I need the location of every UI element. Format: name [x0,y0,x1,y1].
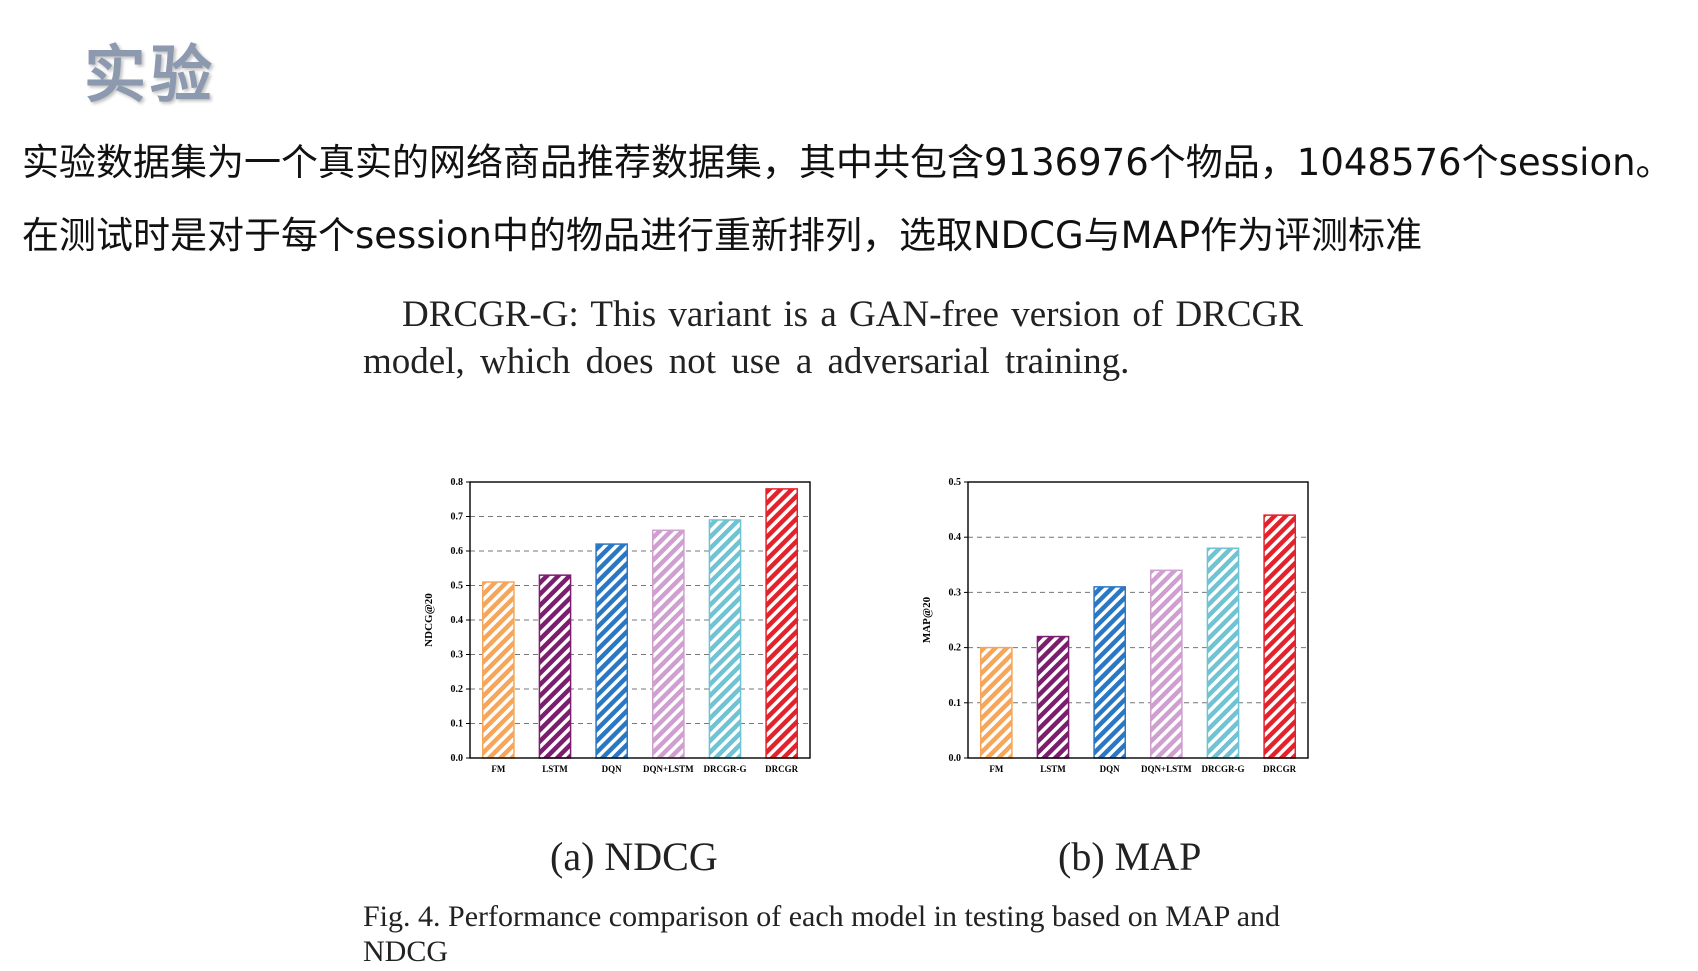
x-tick-label: DRCGR-G [704,764,747,774]
x-tick-label: FM [989,764,1003,774]
y-tick-label: 0.1 [949,698,962,709]
bar-drcgr-g [1206,547,1240,759]
y-tick-label: 0.5 [451,581,464,592]
x-tick-label: FM [491,764,505,774]
y-tick-label: 0.5 [949,477,962,488]
bar-fm [482,581,515,759]
y-axis-label: NDCG@20 [423,593,435,647]
y-tick-label: 0.2 [451,684,464,695]
y-tick-label: 0.1 [451,719,464,730]
plot-frame [967,481,1309,759]
subcaption-b: (b) MAP [1058,834,1202,879]
ndcg-bar-chart: 0.0 0.1 0.2 0.3 0.4 0.5 0.6 0.7 0.8 FM LSTM DQN DQN+… [423,477,811,774]
figure-caption-line-2: NDCG [363,935,449,968]
bar-lstm [1036,635,1070,759]
figure-caption-line-1: Fig. 4. Performance comparison of each m… [363,900,1281,933]
y-tick-label: 0.3 [451,650,464,661]
slide-title: 实验 [84,38,217,111]
bar-fm [980,646,1013,759]
x-tick-label: DRCGR-G [1202,764,1245,774]
paper-quote-line-2: model, which does not use a adversarial … [363,341,1130,382]
bar-dqn [1093,586,1126,759]
x-tick-label: DQN [602,764,623,774]
y-tick-label: 0.0 [451,753,464,764]
y-tick-label: 0.4 [949,532,962,543]
x-tick-label: DRCGR [765,764,798,774]
subcaption-a: (a) NDCG [550,834,718,879]
bar-dqn-lstm [1150,569,1183,759]
plot-frame [469,481,811,759]
y-tick-label: 0.4 [451,615,464,626]
bar-dqn-lstm [652,529,685,759]
x-tick-label: DRCGR [1263,764,1296,774]
y-tick-label: 0.2 [949,643,962,654]
paper-quote-line-1: DRCGR-G: This variant is a GAN-free vers… [402,294,1303,335]
y-tick-label: 0.8 [451,477,464,488]
x-tick-label: DQN [1100,764,1121,774]
y-tick-label: 0.0 [949,753,962,764]
x-tick-label: LSTM [542,764,568,774]
y-tick-label: 0.6 [451,546,464,557]
y-axis-label: MAP@20 [921,596,933,643]
x-tick-label: LSTM [1040,764,1066,774]
bar-lstm [538,574,572,759]
x-tick-label: DQN+LSTM [643,764,694,774]
x-tick-label: DQN+LSTM [1141,764,1192,774]
description-line-1: 实验数据集为一个真实的网络商品推荐数据集，其中共包含9136976个物品，104… [22,141,1673,184]
bar-dqn [595,543,628,759]
bar-drcgr [765,488,799,759]
y-tick-label: 0.7 [451,512,464,523]
map-bar-chart: 0.0 0.1 0.2 0.3 0.4 0.5 FM LSTM DQN DQN+LSTM DRCGR… [921,477,1309,774]
bar-drcgr [1263,514,1297,759]
bar-drcgr-g [708,519,742,759]
description-line-2: 在测试时是对于每个session中的物品进行重新排列，选取NDCG与MAP作为评… [22,214,1423,257]
y-tick-label: 0.3 [949,587,962,598]
